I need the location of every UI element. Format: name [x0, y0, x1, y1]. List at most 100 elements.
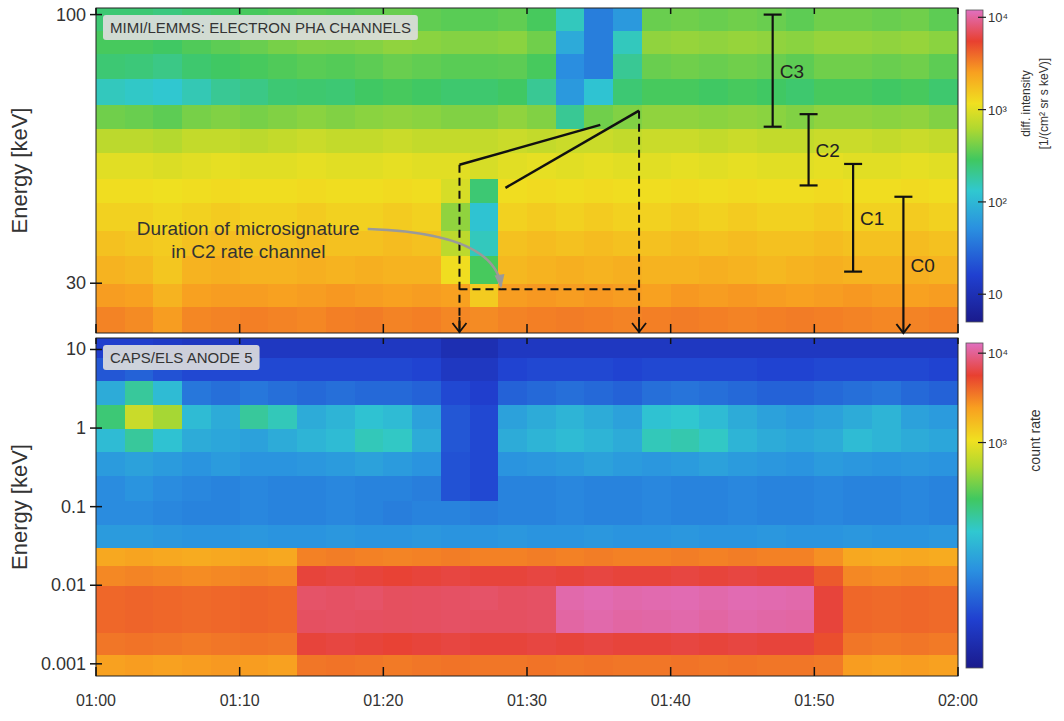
- heatmap-cell: [901, 633, 930, 656]
- heatmap-cell: [584, 475, 613, 501]
- heatmap-cell: [814, 500, 843, 524]
- heatmap-cell: [786, 381, 815, 405]
- heatmap-cell: [929, 79, 958, 105]
- heatmap-cell: [527, 255, 556, 284]
- heatmap-cell: [182, 633, 211, 656]
- heatmap-cell: [843, 452, 872, 476]
- channel-cap: [764, 13, 782, 15]
- colorbar: [966, 343, 983, 668]
- heatmap-cell: [929, 452, 958, 476]
- heatmap-cell: [699, 585, 728, 609]
- heatmap-cell: [929, 230, 958, 255]
- heatmap-cell: [96, 585, 125, 609]
- heatmap-cells: [96, 8, 958, 333]
- heatmap-cell: [498, 307, 527, 333]
- heatmap-cell: [441, 548, 470, 566]
- heatmap-cell: [355, 283, 384, 307]
- heatmap-cell: [441, 357, 470, 381]
- heatmap-cell: [441, 475, 470, 501]
- heatmap-cell: [470, 203, 499, 231]
- heatmap-cell: [872, 79, 901, 105]
- heatmap-cell: [527, 307, 556, 333]
- annotation-text: Duration of microsignature: [137, 218, 360, 239]
- heatmap-cell: [211, 609, 240, 633]
- heatmap-cell: [96, 283, 125, 307]
- heatmap-cell: [814, 255, 843, 284]
- heatmap-cell: [153, 655, 182, 676]
- heatmap-cell: [268, 585, 297, 609]
- heatmap-cell: [901, 428, 930, 452]
- heatmap-cell: [872, 357, 901, 381]
- heatmap-cell: [211, 404, 240, 428]
- heatmap-cell: [153, 452, 182, 476]
- heatmap-cell: [929, 609, 958, 633]
- heatmap-cell: [872, 152, 901, 179]
- heatmap-cell: [326, 500, 355, 524]
- heatmap-cell: [182, 475, 211, 501]
- channel-range: [772, 15, 774, 127]
- heatmap-cell: [728, 8, 757, 31]
- channel-cap: [764, 126, 782, 128]
- heatmap-cell: [613, 8, 642, 31]
- heatmap-cell: [297, 475, 326, 501]
- heatmap-cell: [125, 54, 154, 80]
- heatmap-cell: [355, 655, 384, 676]
- heatmap-cell: [182, 609, 211, 633]
- heatmap-cell: [153, 381, 182, 405]
- heatmap-cell: [182, 307, 211, 333]
- heatmap-cell: [383, 609, 412, 633]
- heatmap-cell: [901, 178, 930, 203]
- panel-title: CAPS/ELS ANODE 5: [110, 349, 253, 366]
- heatmap-cell: [671, 357, 700, 381]
- heatmap-cell: [843, 307, 872, 333]
- heatmap-cell: [786, 609, 815, 633]
- heatmap-cell: [96, 548, 125, 566]
- heatmap-cell: [326, 178, 355, 203]
- heatmap-cell: [297, 548, 326, 566]
- heatmap-cell: [556, 381, 585, 405]
- heatmap-cell: [642, 565, 671, 586]
- heatmap-cell: [383, 178, 412, 203]
- heatmap-cell: [96, 381, 125, 405]
- heatmap-cell: [125, 129, 154, 153]
- heatmap-cell: [498, 609, 527, 633]
- heatmap-cell: [498, 655, 527, 676]
- x-tick: [95, 667, 97, 676]
- heatmap-cell: [383, 104, 412, 129]
- x-tick-top: [239, 8, 241, 14]
- heatmap-cell: [642, 524, 671, 548]
- heatmap-cell: [498, 104, 527, 129]
- heatmap-cell: [240, 500, 269, 524]
- heatmap-cell: [498, 585, 527, 609]
- x-tick-top: [814, 338, 816, 344]
- heatmap-cell: [556, 475, 585, 501]
- heatmap-cell: [843, 54, 872, 80]
- heatmap-cell: [671, 178, 700, 203]
- heatmap-cell: [240, 452, 269, 476]
- heatmap-cell: [757, 655, 786, 676]
- heatmap-cell: [556, 500, 585, 524]
- x-tick: [526, 324, 528, 333]
- heatmap-cell: [470, 548, 499, 566]
- heatmap-cell: [728, 152, 757, 179]
- x-tick: [814, 324, 816, 333]
- heatmap-cell: [584, 428, 613, 452]
- heatmap-cell: [699, 609, 728, 633]
- heatmap-cell: [412, 475, 441, 501]
- annotation-arrowhead: [495, 274, 505, 289]
- heatmap-cell: [96, 452, 125, 476]
- channel-range: [902, 197, 904, 333]
- heatmap-cell: [728, 500, 757, 524]
- heatmap-cell: [728, 31, 757, 54]
- heatmap-cell: [268, 104, 297, 129]
- heatmap-cell: [642, 255, 671, 284]
- heatmap-cell: [872, 178, 901, 203]
- heatmap-cell: [642, 381, 671, 405]
- heatmap-cell: [441, 655, 470, 676]
- channel-arrow: [896, 324, 910, 333]
- heatmap-cell: [268, 548, 297, 566]
- heatmap-cell: [584, 381, 613, 405]
- heatmap-cell: [786, 524, 815, 548]
- heatmap-cell: [182, 565, 211, 586]
- heatmap-cell: [613, 585, 642, 609]
